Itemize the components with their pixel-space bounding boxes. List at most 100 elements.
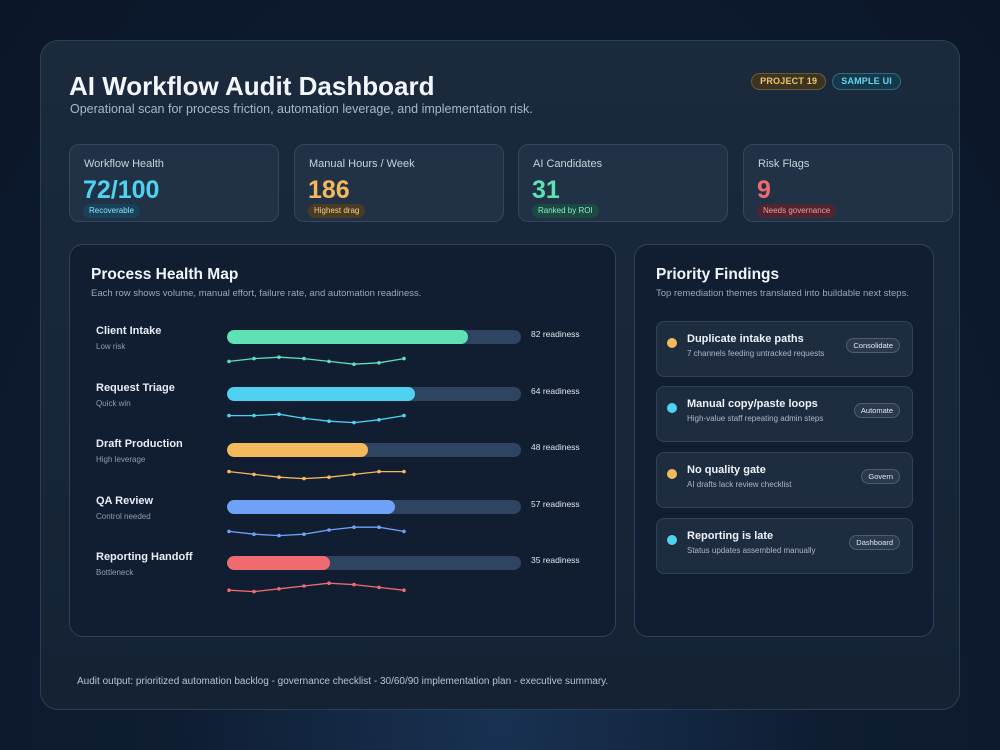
readiness-bar-fill xyxy=(227,330,469,344)
kpi-row: Workflow Health 72/100 Recoverable Manua… xyxy=(69,144,953,222)
trend-sparkline xyxy=(227,525,406,538)
process-name: Client Intake xyxy=(96,325,162,337)
finding-title: Manual copy/paste loops xyxy=(687,398,818,410)
sparkline-point xyxy=(377,361,381,365)
finding-description: High-value staff repeating admin steps xyxy=(687,414,824,423)
sparkline-point xyxy=(302,532,306,536)
sparkline-point xyxy=(377,525,381,529)
process-note: Quick win xyxy=(96,398,131,408)
findings-panel-title: Priority Findings xyxy=(656,266,780,283)
sparkline-point xyxy=(377,469,381,474)
process-note: Bottleneck xyxy=(96,568,134,578)
sparkline-point xyxy=(252,472,256,477)
readiness-bar-track xyxy=(227,330,521,344)
sparkline-point xyxy=(352,362,356,366)
readiness-bar-fill xyxy=(227,556,330,571)
sparkline-point xyxy=(327,527,331,532)
readiness-bar-fill xyxy=(227,443,369,458)
process-panel-title: Process Health Map xyxy=(91,266,239,283)
sparkline-point xyxy=(302,476,306,481)
finding-card[interactable]: No quality gate AI drafts lack review ch… xyxy=(656,452,913,508)
header-badges: PROJECT 19 SAMPLE UI xyxy=(751,73,901,90)
finding-title: Duplicate intake paths xyxy=(687,333,804,345)
sparkline-path xyxy=(228,526,405,537)
finding-description: 7 channels feeding untracked requests xyxy=(687,349,825,358)
sparkline-point xyxy=(302,356,306,361)
findings-panel-subtitle: Top remediation themes translated into b… xyxy=(656,288,909,299)
process-name: QA Review xyxy=(96,494,154,507)
process-row[interactable]: QA Review Control needed 57 readiness xyxy=(70,495,615,551)
trend-sparkline xyxy=(227,581,406,594)
readiness-label: 48 readiness xyxy=(531,442,580,453)
kpi-label: Workflow Health xyxy=(84,158,164,170)
sparkline-point xyxy=(402,413,406,417)
kpi-status-chip: Ranked by ROI xyxy=(532,204,599,218)
kpi-status-chip: Recoverable xyxy=(83,204,140,218)
readiness-label: 57 readiness xyxy=(531,498,580,509)
process-name: Reporting Handoff xyxy=(96,551,193,564)
process-note: Low risk xyxy=(96,342,126,351)
process-note: Control needed xyxy=(96,511,151,521)
kpi-card-risk-flags[interactable]: Risk Flags 9 Needs governance xyxy=(743,144,953,222)
sparkline-point xyxy=(227,588,231,593)
process-note: High leverage xyxy=(96,455,146,465)
kpi-card-ai-candidates[interactable]: AI Candidates 31 Ranked by ROI xyxy=(518,144,728,222)
sparkline-point xyxy=(252,356,256,361)
readiness-bar-track xyxy=(227,499,521,514)
readiness-label: 35 readiness xyxy=(531,555,580,566)
sparkline-point xyxy=(227,469,231,474)
kpi-value: 9 xyxy=(757,176,771,204)
sparkline-point xyxy=(327,418,331,423)
status-dot-icon xyxy=(667,535,677,545)
sparkline-point xyxy=(277,411,281,416)
process-row[interactable]: Reporting Handoff Bottleneck 35 readiness xyxy=(70,551,615,607)
readiness-bar-track xyxy=(227,386,521,401)
sparkline-path xyxy=(229,413,405,423)
process-panel-subtitle: Each row shows volume, manual effort, fa… xyxy=(91,288,422,299)
finding-card[interactable]: Duplicate intake paths 7 channels feedin… xyxy=(656,321,913,377)
process-row[interactable]: Request Triage Quick win 64 readiness xyxy=(70,382,615,438)
page-title: AI Workflow Audit Dashboard xyxy=(69,71,435,101)
process-row[interactable]: Client Intake Low risk 82 readiness xyxy=(70,325,615,381)
sparkline-point xyxy=(402,469,406,474)
sparkline-point xyxy=(352,472,356,477)
sparkline-point xyxy=(252,532,256,536)
kpi-value: 186 xyxy=(308,176,350,204)
finding-title: No quality gate xyxy=(687,464,766,476)
sparkline-point xyxy=(277,533,281,538)
trend-sparkline xyxy=(227,355,406,366)
dashboard-action-chip[interactable]: Dashboard xyxy=(849,535,900,550)
sparkline-point xyxy=(302,584,306,589)
process-row[interactable]: Draft Production High leverage 48 readines… xyxy=(70,438,615,494)
consolidate-action-chip[interactable]: Consolidate xyxy=(846,338,900,353)
kpi-card-manual-hours[interactable]: Manual Hours / Week 186 Highest drag xyxy=(294,144,504,222)
readiness-bar-track xyxy=(227,443,521,458)
sparkline-point xyxy=(327,359,331,364)
status-dot-icon xyxy=(667,469,677,479)
kpi-status-chip: Needs governance xyxy=(757,204,837,218)
sparkline-point xyxy=(252,590,256,594)
sample-ui-badge: SAMPLE UI xyxy=(832,73,901,90)
govern-action-chip[interactable]: Govern xyxy=(861,469,900,484)
kpi-label: Risk Flags xyxy=(758,158,810,170)
readiness-label: 82 readiness xyxy=(531,329,580,339)
automate-action-chip[interactable]: Automate xyxy=(853,403,900,418)
sparkline-point xyxy=(352,583,356,587)
sparkline-point xyxy=(277,355,281,359)
finding-card[interactable]: Manual copy/paste loops High-value staff… xyxy=(656,386,913,442)
kpi-value: 72/100 xyxy=(83,176,160,204)
kpi-status-chip: Highest drag xyxy=(308,204,366,218)
sparkline-point xyxy=(252,413,256,417)
sparkline-point xyxy=(352,525,356,529)
sparkline-point xyxy=(227,359,231,364)
sparkline-point xyxy=(377,417,381,422)
kpi-label: AI Candidates xyxy=(533,158,603,170)
status-dot-icon xyxy=(667,338,677,348)
readiness-bar-fill xyxy=(227,499,395,514)
kpi-card-workflow-health[interactable]: Workflow Health 72/100 Recoverable xyxy=(69,144,279,222)
finding-card[interactable]: Reporting is late Status updates assembl… xyxy=(656,518,913,574)
finding-description: AI drafts lack review checklist xyxy=(687,480,792,489)
status-dot-icon xyxy=(667,403,677,413)
sparkline-point xyxy=(377,585,381,590)
page-subtitle: Operational scan for process friction, a… xyxy=(70,102,533,116)
